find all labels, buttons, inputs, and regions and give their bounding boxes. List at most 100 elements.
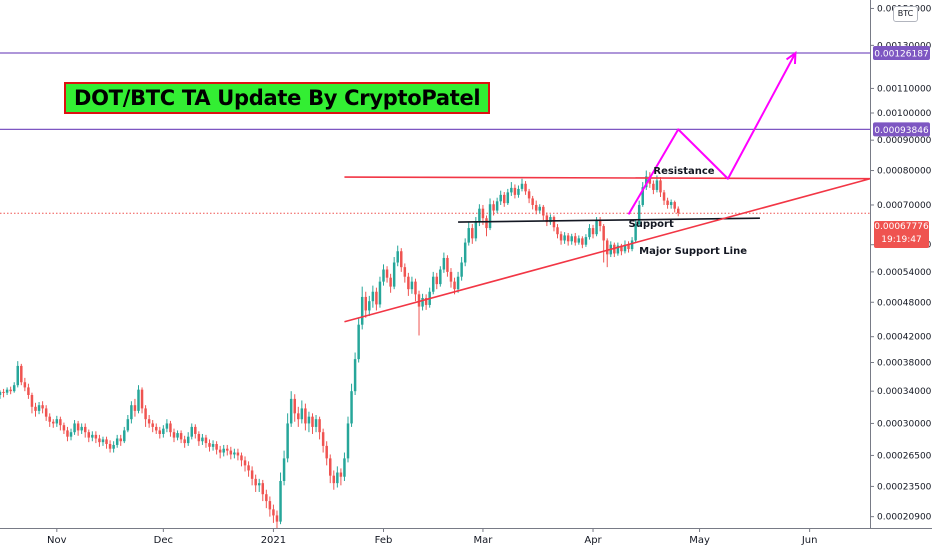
candle [133, 398, 137, 417]
candle [211, 440, 215, 451]
candle [250, 466, 254, 486]
x-tick-label: Dec [154, 535, 173, 546]
candle-body [83, 426, 87, 433]
candle-body [506, 192, 510, 204]
candle-body [307, 416, 311, 424]
candle-body [616, 245, 620, 254]
candle-body [449, 271, 453, 282]
candle [364, 291, 367, 318]
candle-body [563, 235, 566, 241]
candle-body [155, 426, 158, 431]
candle [66, 426, 69, 442]
candle-body [233, 452, 236, 455]
candle [91, 431, 94, 442]
candle-body [666, 200, 669, 205]
candle [69, 428, 73, 441]
candle-body [641, 187, 644, 205]
candle [30, 392, 34, 414]
candle-body [574, 236, 577, 243]
currency-badge[interactable]: BTC [893, 6, 918, 22]
candle [552, 215, 556, 232]
candle-body [531, 198, 534, 205]
candle [637, 200, 641, 227]
candle-body [403, 267, 407, 277]
candle [112, 441, 115, 453]
y-tick-label: 0.00090000 [877, 136, 932, 146]
candle [80, 423, 83, 434]
candle-body [218, 449, 222, 453]
candle [424, 294, 428, 310]
candle-body [16, 365, 19, 386]
candle [389, 273, 392, 293]
candle [162, 425, 165, 438]
candle [101, 436, 105, 446]
candle-body [279, 480, 282, 522]
candle-body [410, 281, 414, 290]
candle-body [194, 426, 197, 434]
candle [581, 236, 584, 249]
candle-body [552, 217, 556, 228]
candle [236, 448, 240, 461]
candle-body [385, 269, 389, 278]
candle [176, 430, 179, 441]
candle-body [368, 301, 371, 311]
candle [666, 197, 669, 209]
candle-body [20, 365, 23, 383]
price-level-badge [873, 46, 930, 61]
annotation-label: Resistance [653, 166, 714, 177]
candle-body [261, 483, 265, 495]
candle-body [346, 423, 350, 459]
candle-body [478, 208, 481, 223]
candle [62, 422, 66, 434]
candle-body [52, 421, 55, 424]
candle [229, 446, 233, 460]
candle [5, 387, 9, 395]
candle-body [151, 423, 154, 427]
candle-body [414, 281, 417, 295]
candle-body [524, 183, 527, 192]
candle-body [353, 359, 357, 392]
candle [140, 387, 144, 414]
price-level-label: 0.00093846 [874, 126, 929, 136]
y-tick-label: 0.00020900 [877, 513, 932, 523]
trendline-major-support-line [344, 177, 871, 323]
candle [431, 271, 435, 295]
candle [59, 416, 62, 431]
candle [385, 266, 389, 283]
candle-body [492, 204, 495, 211]
candle [542, 204, 545, 221]
candle [197, 431, 201, 446]
candle-body [254, 478, 257, 486]
y-tick-label: 0.00023500 [877, 482, 932, 492]
y-tick-label: 0.00070000 [877, 201, 932, 211]
candle [179, 430, 183, 444]
candle-body [140, 389, 144, 409]
candle [435, 272, 439, 290]
candle [392, 257, 396, 290]
candle [414, 278, 417, 302]
candle [27, 383, 30, 399]
candle-body [0, 391, 2, 395]
candle-body [105, 439, 108, 445]
x-tick-label: Mar [474, 535, 494, 546]
candle [76, 420, 80, 436]
candle [549, 214, 552, 225]
candle [396, 245, 399, 267]
candle-body [222, 448, 225, 453]
candle [346, 416, 350, 463]
candle-body [162, 428, 165, 434]
candle [243, 456, 247, 472]
candle-body [645, 176, 648, 188]
candle [456, 271, 460, 293]
countdown-label: 19:19:47 [881, 235, 922, 245]
candle-body [165, 423, 169, 429]
candle [577, 235, 581, 245]
candle-body [471, 228, 474, 239]
candle-body [314, 419, 318, 427]
candle-body [169, 423, 172, 433]
candle-body [446, 257, 449, 272]
candle [598, 217, 602, 232]
candle [233, 448, 236, 459]
candle [204, 434, 208, 448]
